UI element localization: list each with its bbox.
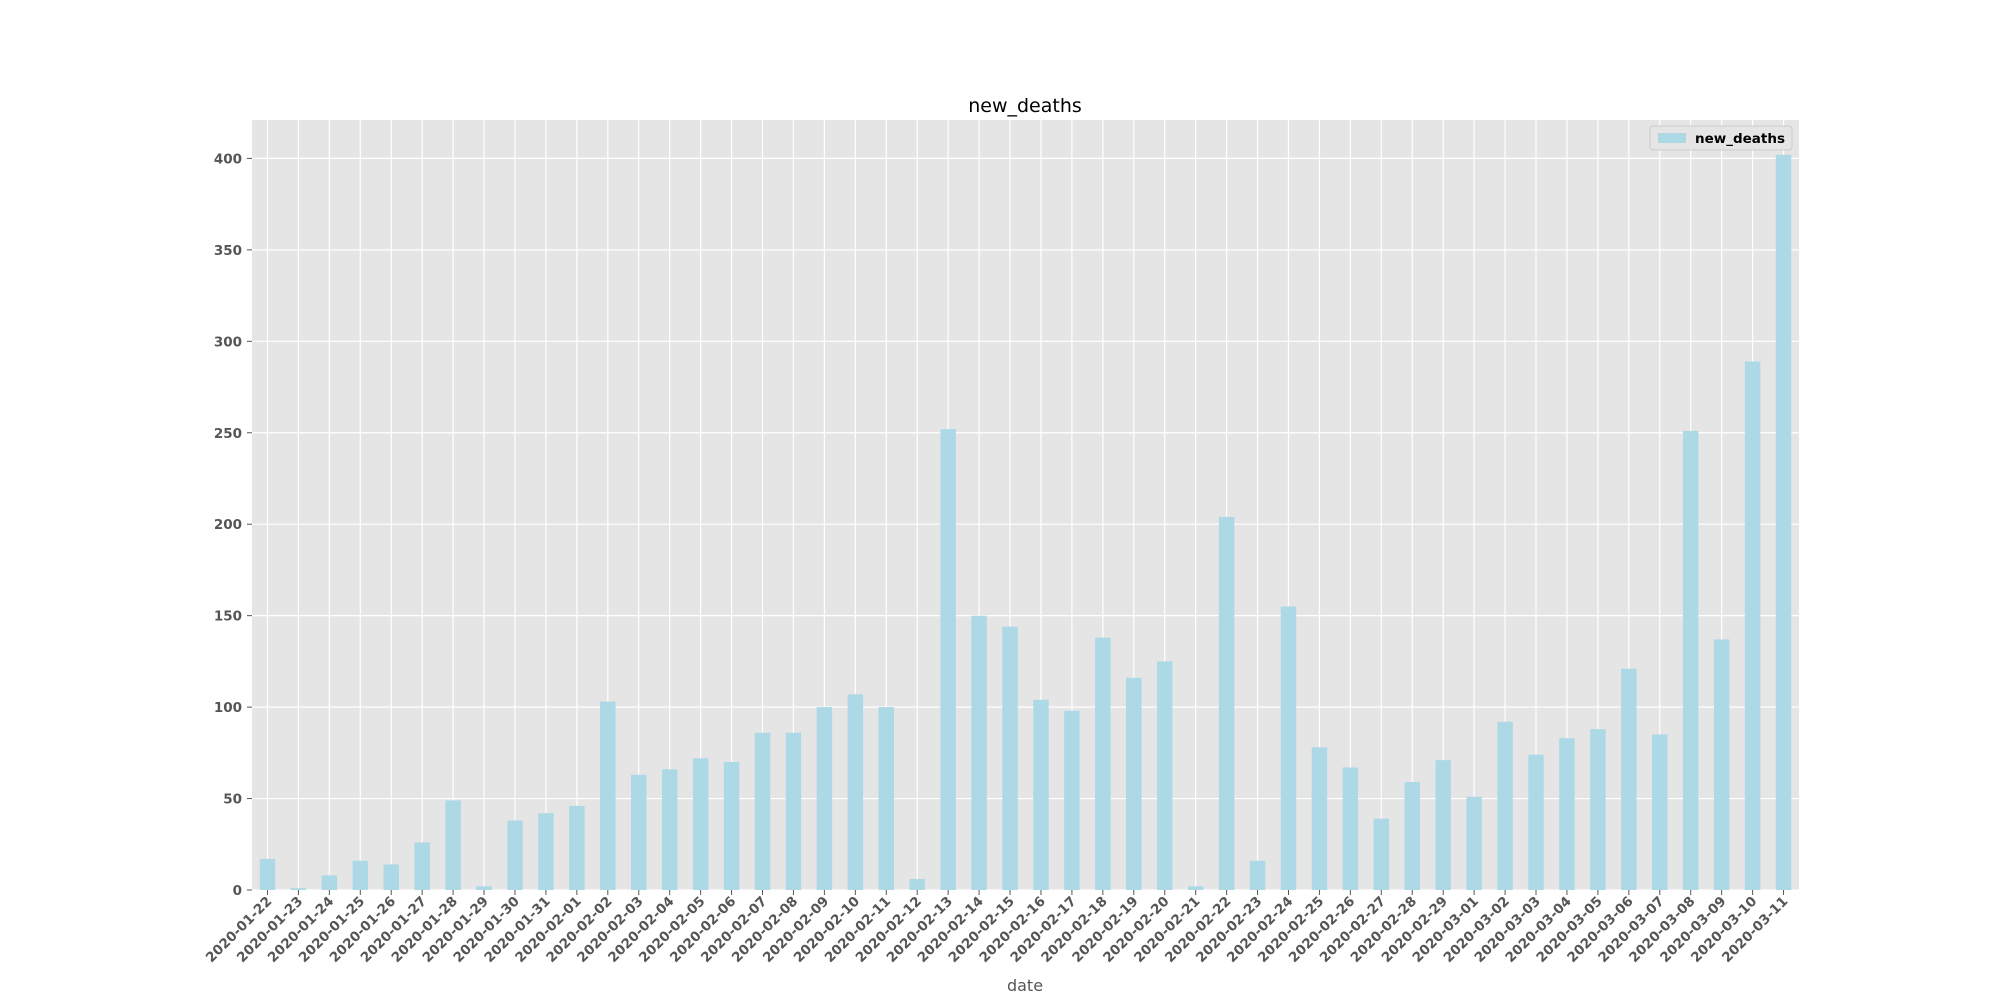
bar [1404, 782, 1420, 890]
bar [1311, 747, 1328, 890]
bar [723, 761, 740, 890]
bar [445, 800, 461, 890]
bar [1095, 637, 1111, 890]
bar [1744, 361, 1761, 890]
x-axis-ticks: 2020-01-222020-01-232020-01-242020-01-25… [203, 890, 1791, 966]
bar [1621, 668, 1637, 890]
bar [1002, 626, 1018, 890]
bar [1218, 516, 1235, 890]
bar [661, 769, 678, 890]
bar [1466, 796, 1482, 890]
y-tick-label: 400 [214, 151, 242, 167]
y-axis-ticks: 0 50 100 150 200 250 300 350 400 [214, 151, 252, 899]
y-tick-label: 150 [214, 609, 242, 625]
y-tick-label: 200 [214, 517, 242, 533]
bar [1033, 699, 1049, 890]
bar [1064, 710, 1080, 890]
bar [1590, 729, 1606, 890]
bar [1435, 760, 1451, 890]
y-tick-label: 100 [214, 700, 242, 716]
chart-title: new_deaths [968, 95, 1082, 117]
bar [1713, 639, 1730, 890]
bar [321, 875, 338, 890]
bar [1187, 886, 1204, 890]
y-tick-label: 50 [223, 792, 242, 808]
bar [631, 774, 647, 890]
legend: new_deaths [1649, 125, 1793, 151]
bar [1775, 154, 1792, 890]
bar [352, 860, 369, 890]
bar [1280, 606, 1297, 890]
bar [538, 813, 554, 890]
y-tick-label: 250 [214, 426, 242, 442]
bar [476, 886, 492, 890]
bar [971, 615, 987, 890]
bar [1126, 677, 1142, 890]
bar [259, 858, 276, 890]
bar [940, 429, 956, 890]
bar [414, 842, 430, 890]
bar [600, 701, 616, 890]
bar [1497, 721, 1513, 890]
legend-swatch [1658, 133, 1686, 143]
legend-label: new_deaths [1695, 131, 1785, 147]
bar [909, 879, 925, 890]
bar [692, 758, 709, 890]
bars [259, 154, 1792, 890]
bar [1559, 738, 1575, 890]
bar [507, 820, 523, 890]
legend-box [1649, 125, 1793, 151]
bar [1373, 818, 1390, 890]
bar [878, 707, 895, 890]
bar [569, 805, 585, 890]
bar [1249, 860, 1266, 890]
bar [1156, 661, 1173, 890]
bar [383, 864, 399, 890]
bar [754, 732, 771, 890]
bar [1528, 754, 1544, 890]
bar [847, 694, 864, 890]
y-tick-label: 0 [233, 883, 242, 899]
bar [1682, 430, 1699, 890]
bar [290, 888, 307, 890]
bar [1342, 767, 1359, 890]
bar [1652, 734, 1668, 890]
x-axis-label: date [1007, 976, 1043, 995]
y-tick-label: 300 [214, 334, 242, 350]
bar [816, 707, 833, 890]
bar [785, 732, 802, 890]
y-tick-label: 350 [214, 243, 242, 259]
